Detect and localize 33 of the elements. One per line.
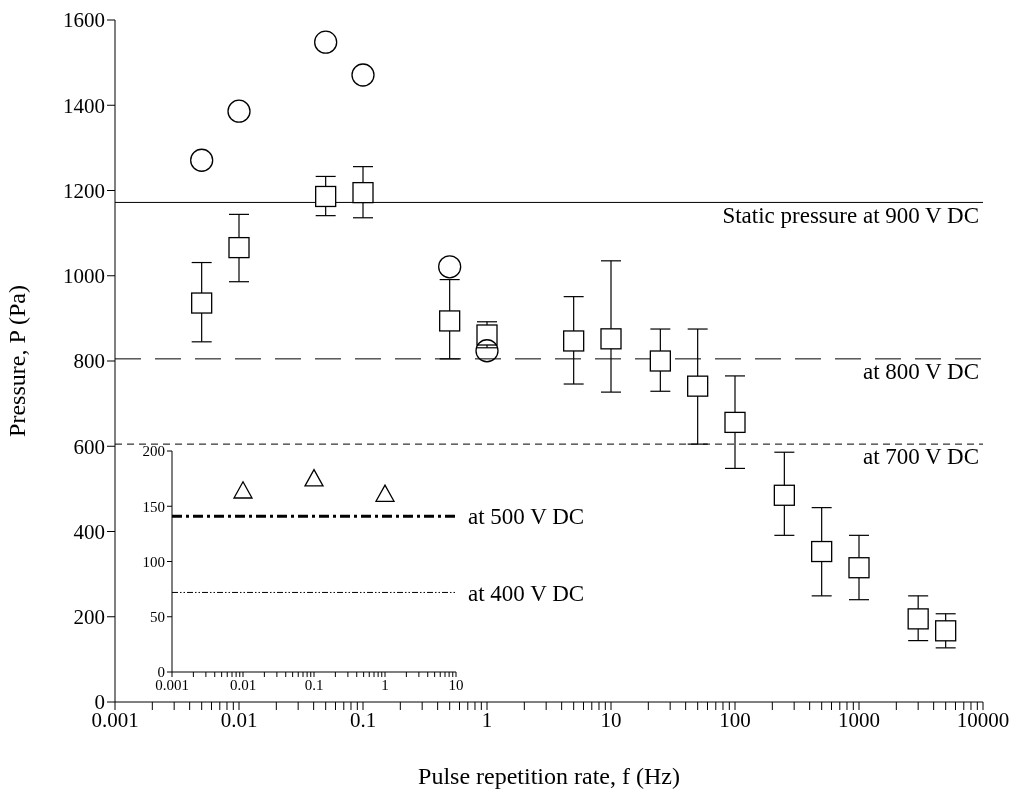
x-tick-label: 0.1 [349, 707, 377, 732]
ref-line-label: at 800 V DC [862, 359, 979, 385]
ref-line-label: at 500 V DC [468, 504, 585, 530]
x-tick-label: 0.01 [220, 707, 258, 732]
x-tick-label: 1000 [838, 707, 880, 732]
point [233, 481, 253, 499]
y-tick-label: 200 [142, 443, 165, 460]
y-tick-label: 150 [142, 498, 165, 515]
x-tick-label: 1 [481, 707, 493, 732]
x-tick-label: 10 [448, 676, 464, 693]
x-tick-label: 100 [719, 707, 751, 732]
y-tick-label: 1600 [63, 8, 105, 33]
y-tick-label: 600 [73, 434, 105, 459]
y-tick-label: 800 [73, 349, 105, 374]
y-tick-label: 50 [150, 609, 165, 626]
y-tick-label: 1200 [63, 178, 105, 203]
point [375, 484, 395, 502]
point [304, 468, 324, 487]
x-tick-label: 10000 [956, 707, 1010, 732]
y-tick-label: 400 [73, 519, 105, 544]
y-axis-title: Pressure, P (Pa) [3, 285, 30, 437]
x-tick-label: 0.01 [229, 676, 257, 693]
y-tick-label: 200 [73, 605, 105, 630]
y-tick-label: 100 [142, 553, 165, 570]
x-tick-label: 10 [600, 707, 622, 732]
ref-line-label: at 700 V DC [862, 444, 979, 470]
ref-line-label: at 400 V DC [468, 580, 585, 606]
ref-line-label: Static pressure at 900 V DC [722, 202, 979, 228]
x-axis-title: Pulse repetition rate, f (Hz) [418, 763, 680, 789]
x-tick-label: 0.1 [304, 676, 324, 693]
y-tick-label: 1000 [63, 264, 105, 289]
y-tick-label: 1400 [63, 93, 105, 118]
x-tick-label: 1 [381, 676, 389, 693]
